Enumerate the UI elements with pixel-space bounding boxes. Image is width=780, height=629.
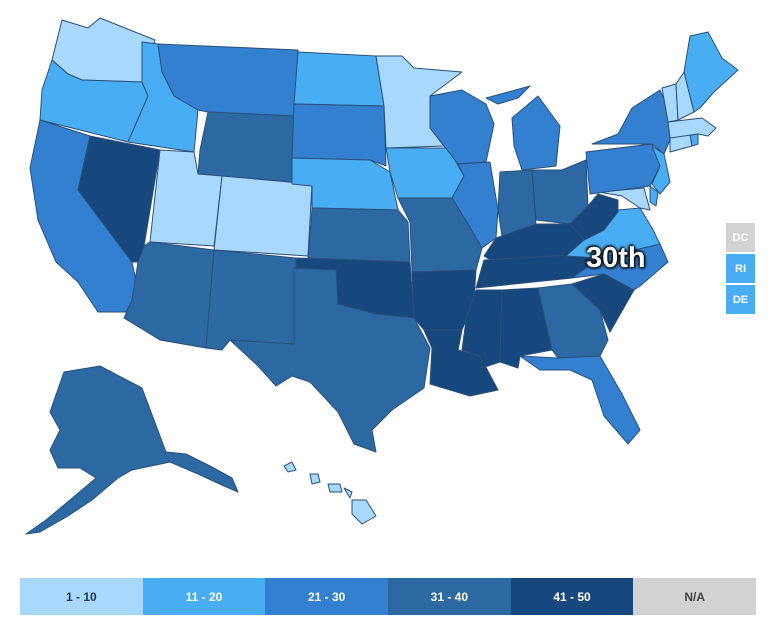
state-west-virginia[interactable]	[569, 193, 619, 241]
state-colorado[interactable]	[213, 175, 313, 257]
small-state-box-ri[interactable]: RI	[726, 254, 755, 283]
state-wyoming[interactable]	[197, 111, 295, 183]
state-hawaii[interactable]	[283, 461, 377, 525]
legend-segment-na[interactable]: N/A	[633, 578, 757, 615]
legend-segment-21-30[interactable]: 21 - 30	[265, 578, 389, 615]
state-south-carolina[interactable]	[571, 273, 635, 333]
state-washington[interactable]	[51, 17, 156, 83]
state-new-mexico[interactable]	[205, 249, 297, 351]
state-michigan[interactable]	[485, 85, 561, 171]
state-louisiana[interactable]	[423, 329, 499, 397]
state-pennsylvania[interactable]	[585, 143, 661, 195]
small-state-box-de[interactable]: DE	[726, 285, 755, 314]
state-north-dakota[interactable]	[293, 51, 385, 107]
legend-segment-31-40[interactable]: 31 - 40	[388, 578, 511, 615]
legend-segment-41-50[interactable]: 41 - 50	[510, 578, 634, 615]
state-maine[interactable]	[683, 31, 739, 113]
legend-segment-11-20[interactable]: 11 - 20	[142, 578, 266, 615]
state-alaska[interactable]	[25, 365, 239, 535]
state-kansas[interactable]	[307, 207, 411, 263]
legend-segment-1-10[interactable]: 1 - 10	[20, 578, 143, 615]
state-massachusetts[interactable]	[667, 117, 717, 139]
state-new-york[interactable]	[591, 89, 671, 155]
state-south-dakota[interactable]	[291, 103, 387, 167]
state-florida[interactable]	[519, 355, 641, 445]
state-maryland[interactable]	[597, 187, 651, 211]
small-state-box-dc[interactable]: DC	[726, 223, 755, 252]
state-illinois[interactable]	[451, 161, 499, 249]
state-delaware[interactable]	[649, 185, 659, 207]
rank-legend: 1 - 10 11 - 20 21 - 30 31 - 40 41 - 50 N…	[20, 578, 757, 615]
state-rhode-island[interactable]	[689, 133, 699, 147]
us-choropleth-map	[25, 17, 739, 535]
state-texas[interactable]	[229, 267, 431, 453]
